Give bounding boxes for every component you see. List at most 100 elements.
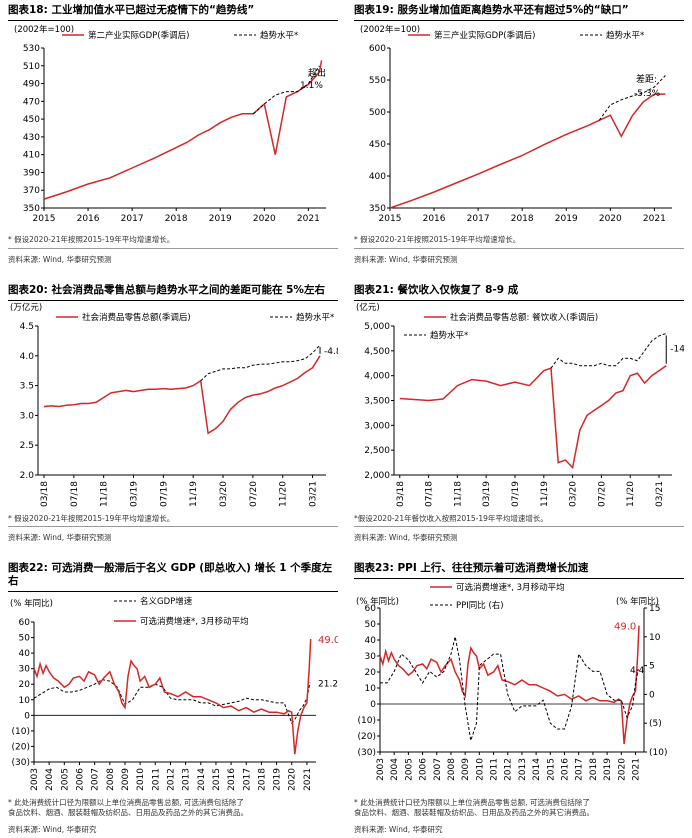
series-line-1 [252, 65, 320, 115]
y-tick-label: 60 [19, 618, 31, 628]
chart-source: 资料来源: Wind, 华泰研究预测 [8, 533, 112, 542]
x-tick-label: 2020 [288, 768, 298, 791]
x-tick-label: 07/20 [249, 481, 259, 507]
legend-label: 可选消费增速*, 3月移动平均 [456, 582, 565, 593]
y-tick-label: 3,500 [364, 397, 390, 407]
x-tick-label: 07/18 [425, 481, 435, 507]
x-tick-label: 07/19 [159, 481, 169, 507]
annotation-text: 差距: [636, 73, 657, 85]
x-tick-label: 2021 [297, 214, 320, 224]
x-tick-label: 2018 [511, 214, 534, 224]
x-tick-label: 03/20 [569, 481, 579, 507]
y-right-tick-label: 5 [649, 662, 655, 672]
x-tick-label: 2014 [197, 768, 207, 791]
x-tick-label: 2019 [603, 758, 613, 781]
series-line-0 [379, 625, 640, 745]
x-tick-label: 2018 [257, 768, 267, 791]
unit-label: (2002年=100) [14, 24, 74, 35]
legend-label: 第三产业实际GDP(季调后) [434, 30, 535, 41]
series-line-0 [43, 355, 321, 435]
x-tick-label: 2007 [91, 768, 101, 791]
x-tick-label: 2015 [379, 214, 402, 224]
x-tick-label: 11/19 [189, 481, 199, 507]
x-tick-label: 2015 [212, 768, 222, 791]
x-tick-label: 2011 [490, 758, 500, 781]
chart-svg: 350 400 450 500 550 600 2015 2016 2017 2018 2019 20… [360, 24, 672, 224]
y-tick-label: 3.0 [20, 411, 35, 421]
y-tick-label: 20 [19, 680, 31, 690]
y-tick-label: 3,000 [364, 421, 390, 431]
y-tick-label: 530 [23, 44, 40, 54]
chart-panel-22: 图表22: 可选消费一般滞后于名义 GDP (即总收入) 增长 1 个季度左右 … [8, 562, 338, 834]
unit-label: (万亿元) [10, 302, 42, 313]
y-tick-label: 410 [23, 151, 40, 161]
y-tick-label: 4.0 [20, 352, 35, 362]
x-tick-label: 2009 [121, 768, 131, 791]
x-tick-label: 03/19 [130, 481, 140, 507]
series-line-1 [550, 333, 667, 369]
x-tick-label: 2011 [151, 768, 161, 791]
x-tick-label: 07/19 [511, 481, 521, 507]
x-tick-label: 2009 [461, 758, 471, 781]
y-tick-label: 60 [365, 604, 377, 614]
y-tick-label: 2.0 [20, 471, 35, 481]
unit-label: (% 年同比) [10, 598, 53, 609]
x-tick-label: 2012 [504, 758, 514, 781]
x-tick-label: 2013 [518, 758, 528, 781]
chart-note: * 假设2020-21年按照2015-19年平均增速增长。 [354, 235, 521, 244]
chart-panel-23: 图表23: PPI 上行、往往预示着可选消费增长加速 (30) (20) (10) 0… [354, 562, 684, 834]
annotation-text: -5.3% [634, 89, 661, 99]
x-tick-label: 07/20 [597, 481, 607, 507]
y-tick-label: (10) [12, 727, 30, 737]
annotation-text: 1.1% [300, 81, 323, 91]
series-line-0 [389, 93, 666, 209]
x-tick-label: 03/19 [482, 481, 492, 507]
y-tick-label: 0 [24, 711, 30, 721]
x-tick-label: 2003 [376, 758, 386, 781]
chart-source: 资料来源: Wind, 华泰研究 [8, 825, 97, 834]
x-tick-label: 2004 [45, 768, 55, 791]
y-tick-label: 430 [23, 133, 40, 143]
y-tick-label: 2,000 [364, 471, 390, 481]
x-tick-label: 07/18 [70, 481, 80, 507]
chart-title: 图表18: 工业增加值水平已超过无疫情下的“趋势线” [8, 4, 255, 16]
annotation-text: -4.8% [324, 347, 338, 357]
x-tick-label: 2005 [404, 758, 414, 781]
x-tick-label: 2005 [60, 768, 70, 791]
y-right-tick-label: 15 [649, 604, 660, 614]
y-tick-label: 390 [23, 168, 40, 178]
chart-source: 资料来源: Wind, 华泰研究预测 [354, 533, 458, 542]
y-tick-label: 370 [23, 186, 40, 196]
chart-note: * 此处消费统计口径为限额以上单位消费品零售总额, 可选消费包括除了 食品饮料、… [8, 798, 248, 817]
chart-source: 资料来源: Wind, 华泰研究预测 [354, 255, 458, 264]
y-tick-label: (30) [358, 748, 376, 758]
series-line-1 [33, 639, 312, 755]
x-tick-label: 2019 [555, 214, 578, 224]
chart-title: 图表19: 服务业增加值距离趋势水平还有超过5%的“缺口” [354, 4, 629, 16]
x-tick-label: 2014 [532, 758, 542, 781]
unit-label: (亿元) [356, 302, 380, 313]
y-tick-label: 550 [369, 76, 386, 86]
series-line-1 [380, 636, 639, 741]
y-tick-label: 400 [369, 172, 386, 182]
title-rule [8, 20, 338, 21]
y-tick-label: 350 [369, 204, 386, 214]
legend-label: 社会消费品零售总额(季调后) [82, 312, 191, 323]
chart-note: * 假设2020-21年按照2015-19年平均增速增长。 [8, 235, 175, 244]
y-tick-label: 4.5 [20, 322, 34, 332]
x-tick-label: 03/21 [309, 481, 319, 507]
x-tick-label: 2010 [475, 758, 485, 781]
x-tick-label: 2007 [433, 758, 443, 781]
y-tick-label: 5,000 [364, 322, 390, 332]
y-tick-label: 40 [365, 636, 377, 646]
chart-panel-20: 图表20: 社会消费品零售总额与趋势水平之间的差距可能在 5%左右 2.0 2.5… [8, 284, 338, 546]
y-tick-label: 40 [19, 649, 31, 659]
end-label: 21.2 [318, 680, 338, 690]
x-tick-label: 2020 [599, 214, 622, 224]
x-tick-label: 2019 [273, 768, 283, 791]
x-tick-label: 2016 [227, 768, 237, 791]
x-tick-label: 2016 [77, 214, 100, 224]
legend-label: 第二产业实际GDP(季调后) [88, 30, 189, 41]
x-tick-label: 2021 [631, 758, 641, 781]
annotation-text: 超出 [308, 67, 326, 79]
